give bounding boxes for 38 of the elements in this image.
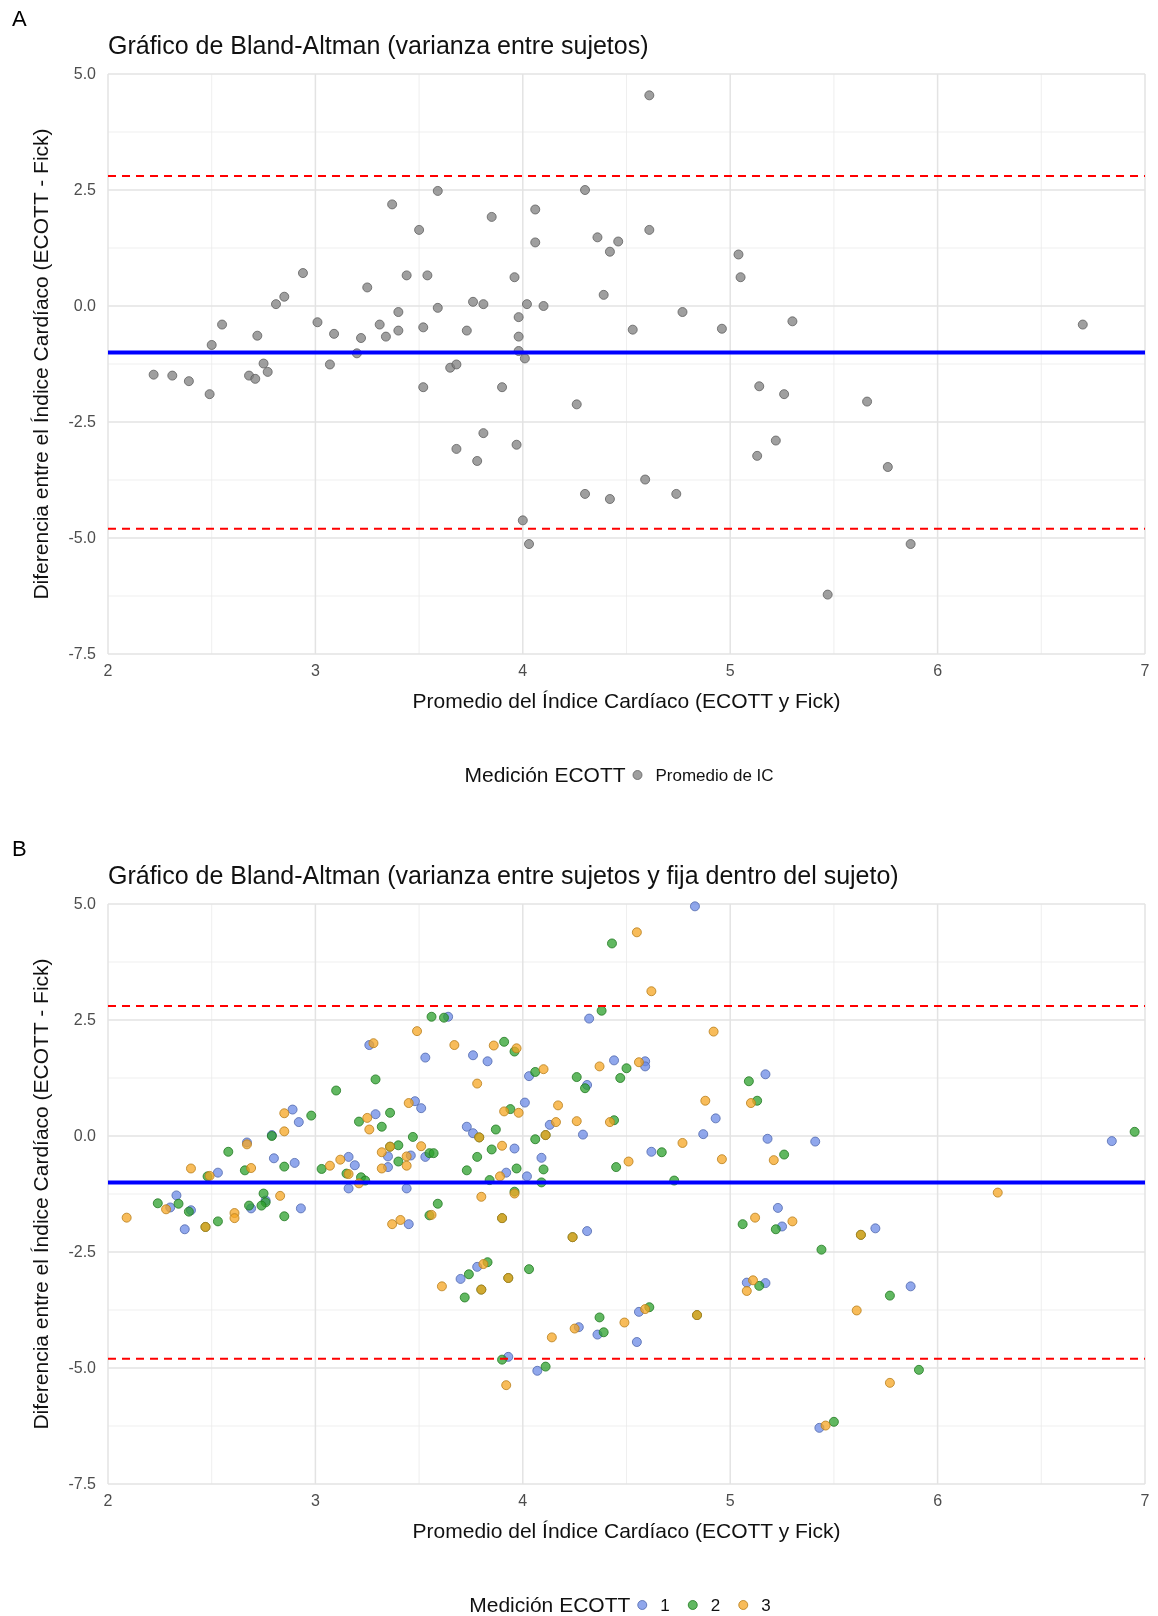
x-tick-label: 2 xyxy=(103,662,113,679)
legend-label: Promedio de IC xyxy=(655,766,774,785)
x-tick-label: 5 xyxy=(725,1492,735,1509)
x-tick-label: 6 xyxy=(933,662,943,679)
y-tick-label: -5.0 xyxy=(68,1359,97,1376)
x-tick-label: 4 xyxy=(518,662,528,679)
chart-title: Gráfico de Bland-Altman (varianza entre sujetos y fija dentro del sujeto) xyxy=(108,861,899,889)
y-tick-label: 5.0 xyxy=(73,895,97,912)
y-tick-label: 0.0 xyxy=(73,297,97,314)
legend-label: 1 xyxy=(660,1596,670,1615)
chart-title: Gráfico de Bland-Altman (varianza entre sujetos) xyxy=(108,31,649,59)
y-tick-label: 0.0 xyxy=(73,1127,97,1144)
x-tick-label: 7 xyxy=(1140,662,1150,679)
text: A xyxy=(12,6,27,31)
text: B xyxy=(12,836,27,861)
x-tick-label: 3 xyxy=(310,662,320,679)
x-tick-label: 6 xyxy=(933,1492,943,1509)
y-axis-title: Diferencia entre el Índice Cardíaco (ECOTT - Fick) xyxy=(29,958,52,1430)
legend-label: 2 xyxy=(710,1596,721,1615)
legend-title: Medición ECOTT xyxy=(464,763,626,786)
legend-title: Medición ECOTT xyxy=(469,1593,631,1616)
y-tick-label: -7.5 xyxy=(68,1475,97,1492)
y-tick-label: 2.5 xyxy=(73,181,97,198)
x-tick-label: 3 xyxy=(310,1492,320,1509)
y-tick-label: -2.5 xyxy=(68,1243,97,1260)
x-axis-title: Promedio del Índice Cardíaco (ECOTT y Fick) xyxy=(412,1519,841,1542)
x-axis-title: Promedio del Índice Cardíaco (ECOTT y Fick) xyxy=(412,689,841,712)
x-tick-label: 4 xyxy=(518,1492,528,1509)
x-tick-label: 7 xyxy=(1140,1492,1150,1509)
y-tick-label: -7.5 xyxy=(68,645,97,662)
y-tick-label: -5.0 xyxy=(68,529,97,546)
y-tick-label: -2.5 xyxy=(68,413,97,430)
x-tick-label: 5 xyxy=(725,662,735,679)
legend-label: 3 xyxy=(761,1596,771,1615)
y-axis-title: Diferencia entre el Índice Cardíaco (ECOTT - Fick) xyxy=(29,128,52,600)
y-tick-label: 2.5 xyxy=(73,1011,97,1028)
y-tick-label: 5.0 xyxy=(73,65,97,82)
x-tick-label: 2 xyxy=(103,1492,113,1509)
